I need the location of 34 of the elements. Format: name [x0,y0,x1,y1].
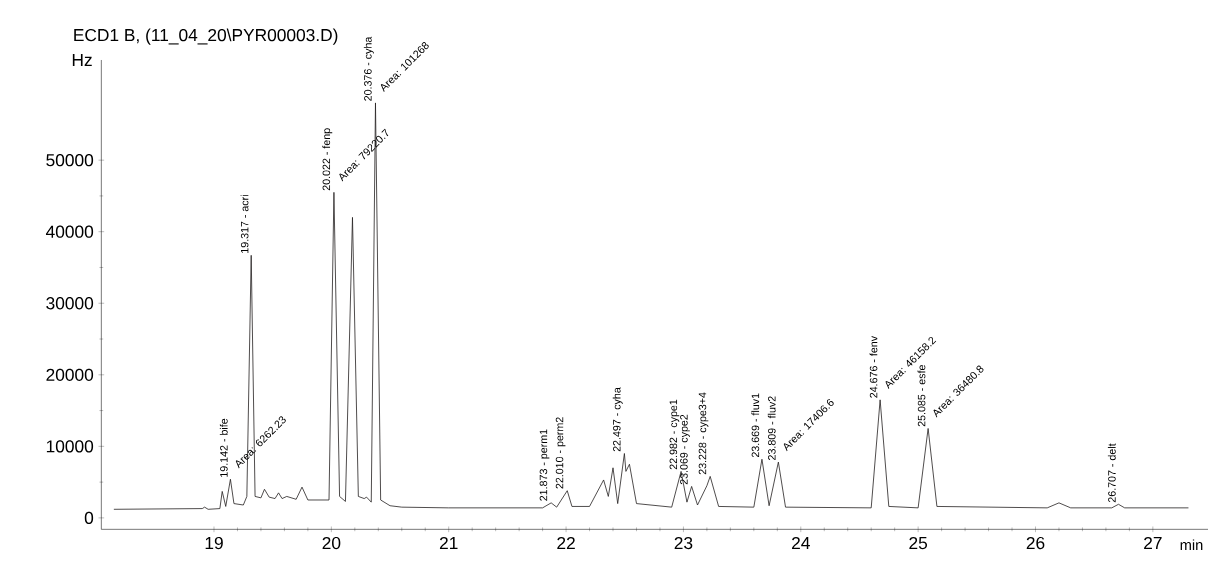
y-tick-label: 40000 [45,225,94,238]
line-series [113,102,1189,510]
x-tick-label: 25 [909,536,928,550]
annotation: 23.069 - cype2 [680,414,690,485]
annotation: 26.707 - delt [1107,443,1116,503]
y-tick-label: 0 [84,511,94,525]
annotation: 22.010 - perm2 [555,417,566,489]
annotation: 20.022 - fenp [322,128,333,191]
annotation: 23.228 - cype3+4 [698,392,709,475]
y-tick-label: 10000 [46,440,94,453]
chart-title: ECD1 B, (11_04_20\PYR00003.D) [74,28,338,45]
x-tick-label: 22 [557,536,575,549]
annotation: 20.376 - cyha [363,36,374,101]
x-tick-label: 27 [1144,536,1162,549]
x-axis-title: min [1180,539,1203,551]
x-tick-label: 21 [439,536,458,549]
annotation: 23.669 - fluv1 [751,393,760,458]
y-tick-label: 50000 [46,154,94,167]
annotation: 25.085 - esfe [917,365,926,427]
annotation: 22.982 - cype1 [669,399,680,470]
y-tick-label: 20000 [46,368,94,381]
annotation: 19.142 - bife [219,418,228,477]
annotation: 24.676 - fenv [869,336,878,398]
x-tick-label: 20 [322,536,341,550]
annotation: 21.873 - perm1 [539,429,550,501]
annotation: 23.809 - fluv2 [767,396,776,460]
x-tick-label: 19 [205,536,223,550]
annotation: 22.497 - cyha [612,387,623,452]
y-tick-label: 30000 [46,297,94,310]
annotation: 19.317 - acri [240,195,249,253]
x-tick-label: 24 [792,536,810,549]
y-axis-title: Hz [72,54,92,66]
x-tick-label: 23 [674,536,693,550]
x-tick-label: 26 [1026,536,1045,550]
